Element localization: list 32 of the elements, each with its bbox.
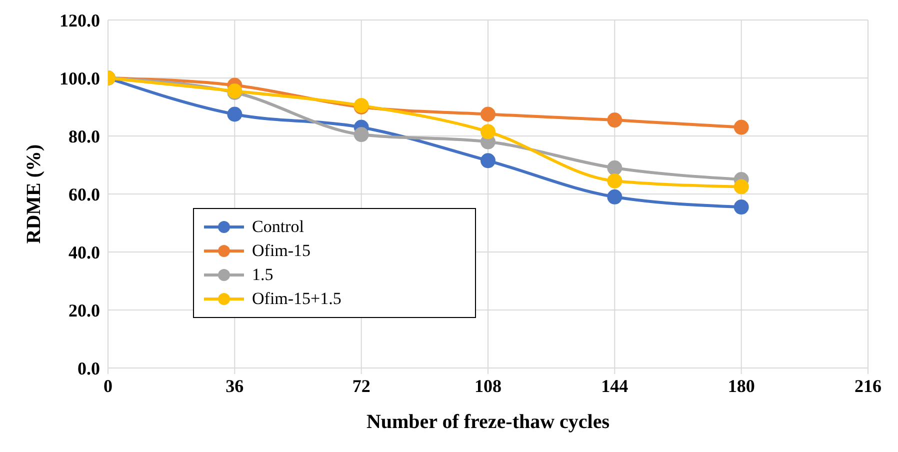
point [480,153,496,168]
y-tick-label: 40.0 [68,242,100,262]
point [734,200,749,215]
y-tick-label: 0.0 [78,358,100,378]
point [480,124,496,140]
x-tick-label: 36 [226,376,244,396]
y-tick-label: 80.0 [68,126,100,146]
legend-label: Control [252,217,304,237]
x-tick-label: 0 [104,376,112,396]
point [607,112,622,128]
point [354,127,369,142]
point [607,160,622,176]
x-tick-label: 144 [601,376,628,396]
legend-label: 1.5 [252,265,274,285]
y-tick-label: 120.0 [60,10,100,30]
x-tick-label: 180 [728,376,755,396]
y-tick-label: 60.0 [68,184,100,204]
point [734,120,749,135]
legend-label: Ofim-15+1.5 [252,289,342,309]
x-tick-label: 72 [352,376,370,396]
y-tick-label: 100.0 [60,68,100,88]
y-tick-label: 20.0 [68,300,100,320]
x-tick-label: 216 [854,376,882,396]
x-axis-title: Number of freze-thaw cycles [366,411,610,433]
legend-label: Ofim-15 [252,241,311,261]
point [734,179,749,194]
point [227,106,242,122]
y-axis-title: RDME (%) [23,144,46,244]
point [480,106,496,122]
x-tick-label: 108 [474,376,502,396]
point [607,189,622,204]
point [607,173,622,188]
